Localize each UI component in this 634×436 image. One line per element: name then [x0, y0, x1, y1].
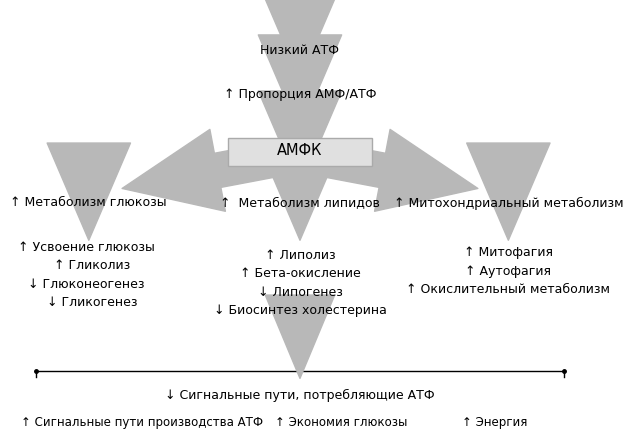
Text: Низкий АТФ: Низкий АТФ [261, 44, 339, 57]
Text: ↑ Энергия: ↑ Энергия [462, 416, 527, 429]
FancyBboxPatch shape [228, 138, 372, 166]
Text: АМФК: АМФК [277, 143, 323, 158]
Text: ↑ Митохондриальный метаболизм: ↑ Митохондриальный метаболизм [394, 197, 623, 210]
Text: ↑ Липолиз
↑ Бета-окисление
↓ Липогенез
↓ Биосинтез холестерина: ↑ Липолиз ↑ Бета-окисление ↓ Липогенез ↓… [214, 249, 386, 317]
Text: ↑ Сигнальные пути производства АТФ: ↑ Сигнальные пути производства АТФ [20, 416, 262, 429]
Text: ↑ Экономия глюкозы: ↑ Экономия глюкозы [275, 416, 408, 429]
Text: ↑ Митофагия
↑ Аутофагия
↑ Окислительный метаболизм: ↑ Митофагия ↑ Аутофагия ↑ Окислительный … [406, 246, 611, 296]
Text: ↓ Сигнальные пути, потребляющие АТФ: ↓ Сигнальные пути, потребляющие АТФ [165, 388, 435, 402]
Text: ↑ Метаболизм глюкозы: ↑ Метаболизм глюкозы [11, 197, 167, 209]
Text: ↑ Усвоение глюкозы
   ↑ Гликолиз
↓ Глюконеогенез
   ↓ Гликогенез: ↑ Усвоение глюкозы ↑ Гликолиз ↓ Глюконео… [18, 241, 155, 309]
Text: ↑  Метаболизм липидов: ↑ Метаболизм липидов [220, 197, 380, 209]
Text: ↑ Пропорция АМФ/АТФ: ↑ Пропорция АМФ/АТФ [224, 89, 376, 102]
